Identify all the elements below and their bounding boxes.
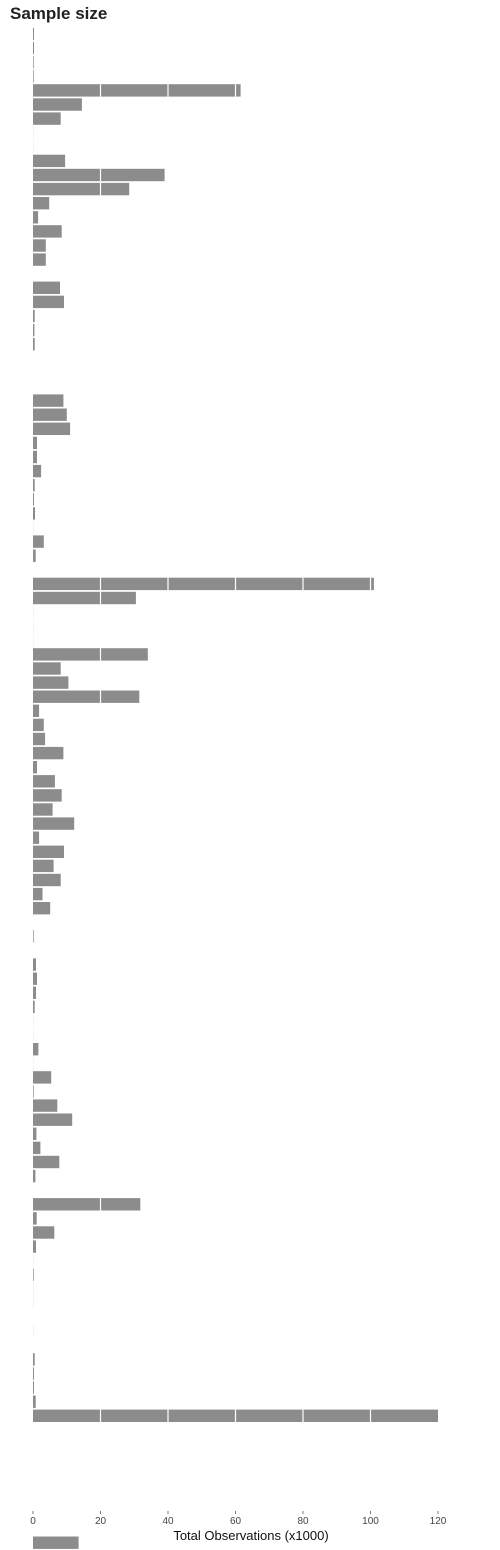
bar-30 (33, 450, 37, 464)
bar-64 (33, 930, 34, 943)
x-tick-label: 60 (230, 1516, 242, 1527)
bar-80 (33, 1155, 60, 1169)
bar-4 (33, 84, 241, 97)
bar-20 (33, 309, 35, 323)
bars-group (33, 27, 438, 1549)
bar-74 (33, 1071, 52, 1084)
bar-69 (33, 1000, 35, 1014)
bar-45 (33, 662, 61, 675)
bar-88 (33, 1268, 34, 1281)
bar-75 (33, 1085, 34, 1098)
x-tick-label: 40 (162, 1516, 174, 1527)
bar-3 (33, 70, 34, 83)
bar-94 (33, 1353, 35, 1366)
bar-37 (33, 549, 36, 562)
bar-77 (33, 1113, 73, 1126)
bar-27 (33, 408, 67, 421)
bar-48 (33, 704, 40, 717)
bar-52 (33, 761, 37, 774)
bar-12 (33, 197, 50, 210)
bar-97 (33, 1395, 36, 1408)
bar-56 (33, 817, 75, 830)
x-tick-label: 100 (362, 1516, 379, 1527)
bar-18 (33, 281, 60, 294)
bar-85 (33, 1226, 55, 1239)
bar-5 (33, 98, 82, 111)
chart-title: Sample size (10, 4, 108, 23)
bar-67 (33, 972, 37, 985)
x-tick-label: 20 (95, 1516, 107, 1527)
bar-15 (33, 239, 46, 252)
x-axis-label: Total Observations (x1000) (173, 1528, 328, 1543)
bar-2 (33, 56, 34, 69)
bar-81 (33, 1169, 36, 1183)
bar-68 (33, 986, 36, 999)
bar-29 (33, 436, 37, 450)
bar-34 (33, 507, 35, 520)
x-tick-label: 0 (30, 1516, 36, 1527)
bar-47 (33, 690, 140, 703)
bar-33 (33, 493, 34, 506)
bar-78 (33, 1127, 37, 1140)
bar-1 (33, 41, 34, 55)
bar-72 (33, 1043, 39, 1056)
x-axis: 0 20 40 60 80 100 120 (30, 1511, 447, 1527)
bar-62 (33, 902, 51, 915)
bar-10 (33, 168, 165, 182)
bar-21 (33, 323, 35, 337)
bar-19 (33, 295, 64, 309)
bar-49 (33, 718, 44, 732)
bar-59 (33, 859, 54, 873)
bar-58 (33, 845, 64, 858)
bar-11 (33, 182, 130, 196)
bar-39 (33, 577, 374, 591)
x-tick-label: 120 (430, 1516, 447, 1527)
bar-95 (33, 1367, 34, 1380)
bar-40 (33, 591, 136, 605)
bar-9 (33, 154, 66, 168)
bar-16 (33, 253, 46, 266)
bar-6 (33, 112, 61, 125)
bar-32 (33, 479, 35, 492)
bar-55 (33, 803, 53, 816)
bar-66 (33, 958, 36, 971)
bar-44 (33, 648, 148, 661)
bar-31 (33, 464, 42, 478)
bar-86 (33, 1240, 36, 1253)
bar-84 (33, 1212, 37, 1225)
bar-46 (33, 676, 69, 689)
bar-79 (33, 1141, 41, 1155)
bar-0 (33, 27, 34, 41)
bar-36 (33, 535, 44, 548)
bar-22 (33, 338, 35, 351)
bar-13 (33, 211, 39, 224)
bar-76 (33, 1099, 58, 1112)
bar-53 (33, 775, 55, 788)
bar-50 (33, 732, 46, 746)
bar-107 (33, 1536, 79, 1549)
bar-14 (33, 225, 62, 238)
bar-51 (33, 746, 64, 760)
bar-28 (33, 422, 71, 435)
bar-96 (33, 1381, 34, 1394)
bar-83 (33, 1198, 141, 1211)
bar-26 (33, 394, 64, 407)
bar-60 (33, 873, 61, 887)
bar-61 (33, 887, 43, 901)
x-tick-label: 80 (297, 1516, 309, 1527)
bar-54 (33, 789, 62, 802)
bar-57 (33, 831, 40, 844)
